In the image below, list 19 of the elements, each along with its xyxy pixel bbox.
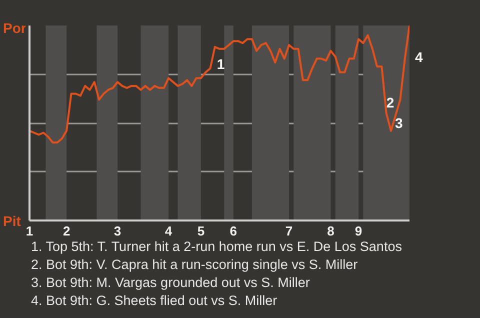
- text: Por: [3, 19, 26, 38]
- x-tick-label: 5: [197, 224, 205, 238]
- x-tick-label: 1: [26, 224, 34, 238]
- x-tick-label: 4: [164, 224, 173, 238]
- annotation: 3: [394, 114, 403, 131]
- text: Pit: [3, 212, 21, 231]
- x-tick-label: 7: [285, 224, 293, 238]
- x-tick-label: 2: [62, 224, 70, 238]
- text: 2. Bot 9th: V. Capra hit a run-scoring single vs S. Miller: [31, 257, 358, 272]
- x-tick-label: 6: [230, 224, 238, 238]
- x-tick-label: 9: [354, 224, 362, 238]
- annotation: 1: [216, 56, 225, 72]
- text: 4. Bot 9th: G. Sheets flied out vs S. Miller: [31, 293, 278, 308]
- annotation: 2: [386, 94, 394, 110]
- x-tick-label: 3: [114, 224, 122, 238]
- x-tick-label: 8: [327, 224, 334, 238]
- text: 1. Top 5th: T. Turner hit a 2-run home run vs E. De Los Santos: [31, 239, 402, 254]
- text: 3. Bot 9th: M. Vargas grounded out vs S. Miller: [31, 275, 310, 290]
- text: 4: [415, 48, 423, 67]
